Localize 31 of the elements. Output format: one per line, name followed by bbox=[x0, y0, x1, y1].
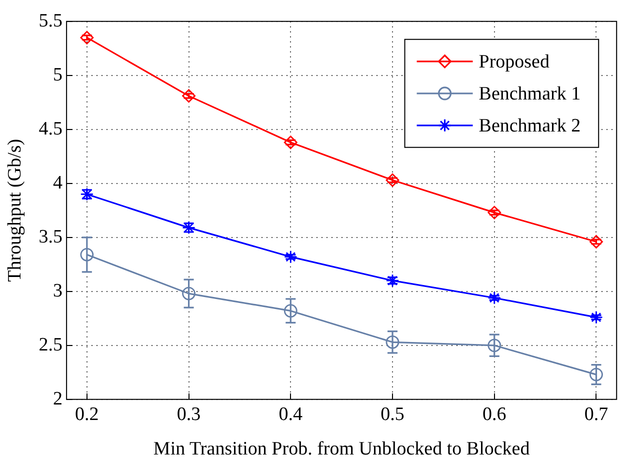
x-axis-title: Min Transition Prob. from Unblocked to Blocked bbox=[153, 438, 530, 460]
point bbox=[284, 136, 298, 150]
x-tick-label: 0.2 bbox=[75, 404, 99, 425]
y-tick-label: 4.5 bbox=[38, 118, 63, 140]
y-tick-label: 3.5 bbox=[38, 226, 63, 248]
y-tick-label: 5 bbox=[53, 64, 63, 86]
y-tick-label: 5.5 bbox=[38, 10, 63, 32]
y-tick-label: 3 bbox=[53, 280, 63, 302]
legend-label: Benchmark 2 bbox=[478, 115, 581, 136]
y-tick-label: 4 bbox=[53, 172, 64, 194]
point bbox=[590, 368, 603, 382]
x-tick-label: 0.7 bbox=[584, 404, 608, 425]
point bbox=[488, 338, 502, 352]
y-tick-label: 2 bbox=[53, 388, 63, 410]
x-tick-label: 0.5 bbox=[380, 404, 404, 425]
point bbox=[80, 248, 94, 262]
point bbox=[182, 286, 196, 300]
x-tick-label: 0.4 bbox=[278, 404, 304, 425]
point bbox=[284, 250, 298, 264]
y-axis-title: Throughput (Gb/s) bbox=[4, 138, 26, 282]
x-tick-label: 0.3 bbox=[176, 404, 201, 425]
legend-label: Benchmark 1 bbox=[478, 83, 581, 104]
point bbox=[284, 304, 298, 318]
point bbox=[386, 335, 400, 349]
legend-label: Proposed bbox=[478, 51, 550, 72]
point bbox=[386, 173, 400, 187]
point bbox=[182, 89, 196, 103]
y-tick-label: 2.5 bbox=[38, 334, 63, 356]
x-tick-label: 0.6 bbox=[482, 404, 506, 425]
point bbox=[488, 291, 502, 305]
point bbox=[488, 206, 502, 220]
